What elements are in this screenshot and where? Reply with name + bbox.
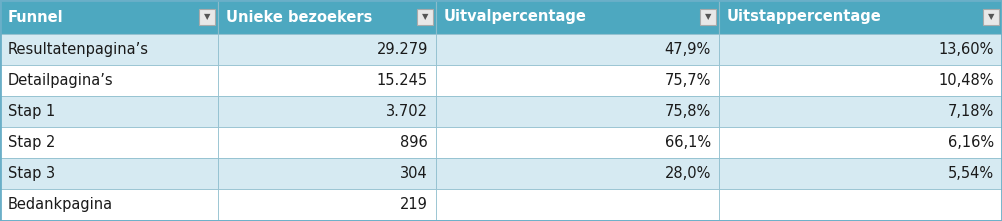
Bar xyxy=(719,127,1002,158)
Text: 28,0%: 28,0% xyxy=(664,166,711,181)
Text: ▼: ▼ xyxy=(988,13,994,21)
Bar xyxy=(218,34,436,65)
Bar xyxy=(0,65,218,96)
Bar xyxy=(719,158,1002,189)
Text: Stap 2: Stap 2 xyxy=(8,135,55,150)
Bar xyxy=(218,158,436,189)
Bar xyxy=(199,9,215,25)
Text: 75,7%: 75,7% xyxy=(664,73,711,88)
Text: 219: 219 xyxy=(400,197,428,212)
Text: Detailpagina’s: Detailpagina’s xyxy=(8,73,113,88)
Text: ▼: ▼ xyxy=(203,13,210,21)
Text: 6,16%: 6,16% xyxy=(948,135,994,150)
Bar xyxy=(0,34,218,65)
Bar xyxy=(0,0,218,34)
Bar xyxy=(719,34,1002,65)
Text: 896: 896 xyxy=(400,135,428,150)
Text: Resultatenpagina’s: Resultatenpagina’s xyxy=(8,42,149,57)
Text: Stap 1: Stap 1 xyxy=(8,104,55,119)
Bar xyxy=(436,96,719,127)
Bar xyxy=(700,9,716,25)
Text: 3.702: 3.702 xyxy=(386,104,428,119)
Text: 29.279: 29.279 xyxy=(377,42,428,57)
Text: Stap 3: Stap 3 xyxy=(8,166,55,181)
Bar xyxy=(218,96,436,127)
Text: 13,60%: 13,60% xyxy=(939,42,994,57)
Text: 15.245: 15.245 xyxy=(377,73,428,88)
Text: Funnel: Funnel xyxy=(8,10,63,25)
Bar xyxy=(0,127,218,158)
Bar xyxy=(0,96,218,127)
Text: 304: 304 xyxy=(400,166,428,181)
Bar xyxy=(436,158,719,189)
Bar xyxy=(436,189,719,220)
Bar xyxy=(218,127,436,158)
Bar xyxy=(983,9,999,25)
Bar xyxy=(436,65,719,96)
Bar xyxy=(719,96,1002,127)
Bar xyxy=(436,0,719,34)
Text: 66,1%: 66,1% xyxy=(665,135,711,150)
Bar xyxy=(719,189,1002,220)
Text: Uitstappercentage: Uitstappercentage xyxy=(727,10,882,25)
Bar xyxy=(218,189,436,220)
Bar xyxy=(719,65,1002,96)
Bar xyxy=(417,9,433,25)
Bar xyxy=(719,0,1002,34)
Text: ▼: ▼ xyxy=(704,13,711,21)
Text: ▼: ▼ xyxy=(422,13,428,21)
Bar xyxy=(436,34,719,65)
Text: 75,8%: 75,8% xyxy=(664,104,711,119)
Text: 10,48%: 10,48% xyxy=(939,73,994,88)
Bar xyxy=(0,158,218,189)
Text: Unieke bezoekers: Unieke bezoekers xyxy=(226,10,373,25)
Text: 7,18%: 7,18% xyxy=(948,104,994,119)
Bar xyxy=(436,127,719,158)
Text: 5,54%: 5,54% xyxy=(948,166,994,181)
Bar xyxy=(218,65,436,96)
Text: Bedankpagina: Bedankpagina xyxy=(8,197,113,212)
Text: 47,9%: 47,9% xyxy=(664,42,711,57)
Bar xyxy=(218,0,436,34)
Bar xyxy=(0,189,218,220)
Text: Uitvalpercentage: Uitvalpercentage xyxy=(444,10,587,25)
